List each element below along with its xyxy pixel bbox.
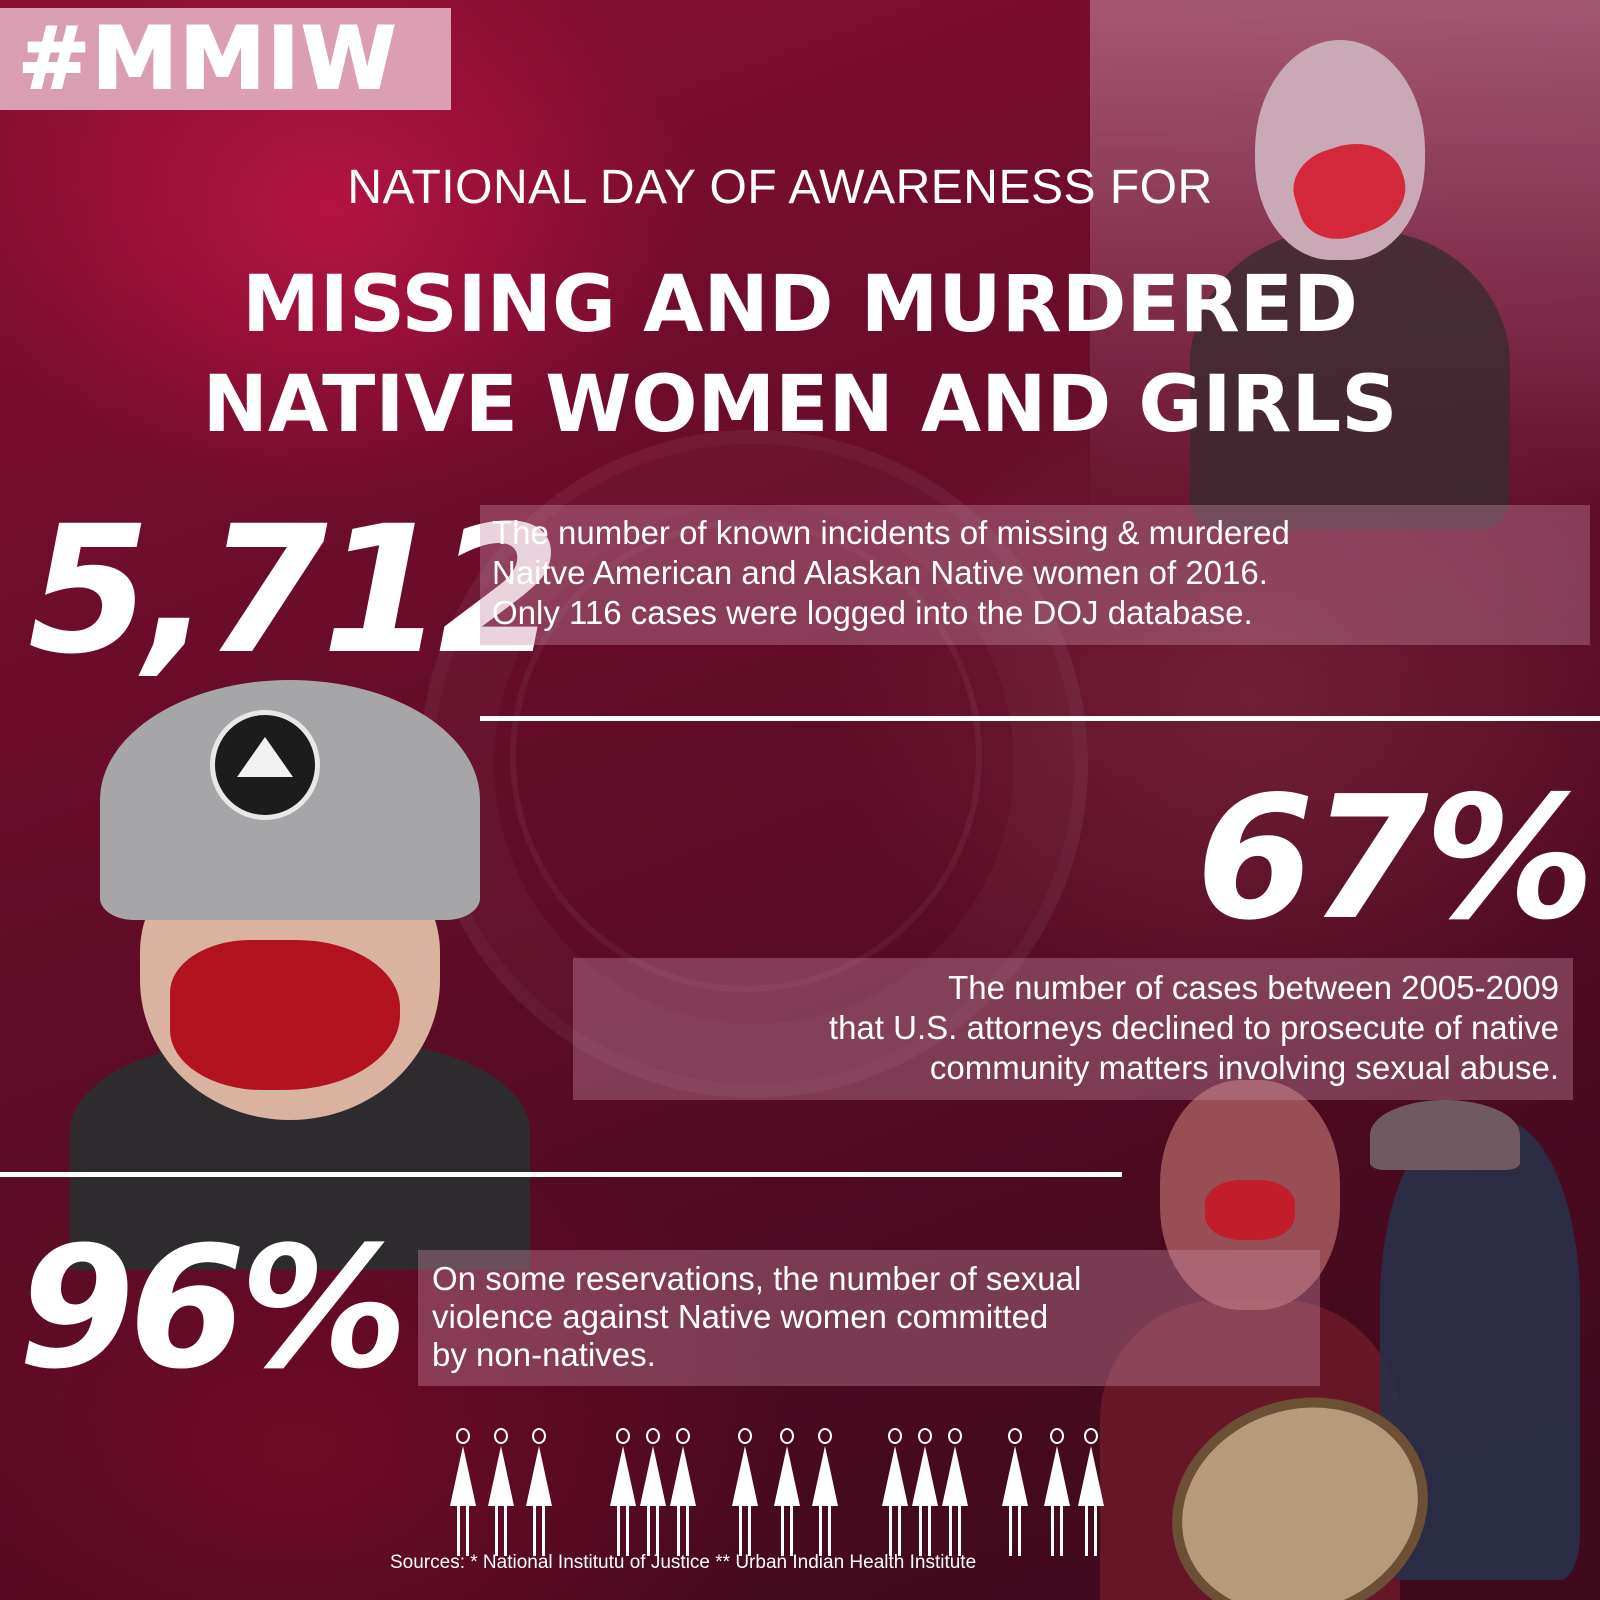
stat-3-line-2: violence against Native women committed [432,1298,1049,1335]
stat-3-line-3: by non-natives. [432,1336,656,1373]
stat-description-2: The number of cases between 2005-2009 th… [573,958,1573,1100]
stat-1-line-3: Only 116 cases were logged into the DOJ … [492,594,1253,631]
divider [480,716,1600,721]
woman-figure-icon [812,1428,838,1558]
women-holding-hands-icon [450,1428,1210,1558]
red-hand-paint [1205,1180,1295,1240]
subtitle: NATIONAL DAY OF AWARENESS FOR [347,161,1213,214]
hashtag-badge: #MMIW [0,8,451,110]
photo-drummers [1040,1040,1600,1600]
stat-value-1: 5,712 [28,488,561,693]
divider [0,1172,1122,1177]
hashtag-text: #MMIW [17,8,399,110]
mountain-patch-icon [210,710,320,820]
woman-figure-icon [882,1428,908,1558]
woman-figure-icon [1002,1428,1028,1558]
woman-figure-icon [640,1428,666,1558]
woman-figure-icon [912,1428,938,1558]
sources-text: Sources: * National Institutu of Justice… [390,1552,977,1573]
stat-2-line-2: that U.S. attorneys declined to prosecut… [828,1009,1559,1046]
stat-description-3: On some reservations, the number of sexu… [418,1250,1320,1386]
stat-description-1: The number of known incidents of missing… [480,505,1590,645]
title-line-2: NATIVE WOMEN AND GIRLS [202,360,1398,450]
woman-figure-icon [526,1428,552,1558]
stat-1-line-2: Naitve American and Alaskan Native women… [492,554,1268,591]
stat-value-3: 96% [18,1210,408,1406]
woman-figure-icon [1078,1428,1104,1558]
woman-figure-icon [610,1428,636,1558]
woman-figure-icon [942,1428,968,1558]
woman-figure-icon [488,1428,514,1558]
woman-figure-icon [450,1428,476,1558]
stat-value-2: 67% [1196,760,1595,958]
woman-figure-icon [1044,1428,1070,1558]
seal-watermark-inner [510,520,982,992]
red-hand-paint [170,940,400,1090]
woman-figure-icon [732,1428,758,1558]
cap [1370,1100,1520,1170]
stat-2-line-3: community matters involving sexual abuse… [929,1049,1559,1086]
stat-2-line-1: The number of cases between 2005-2009 [948,969,1559,1006]
photo-woman-beanie [0,640,560,1270]
runner-body [1190,230,1510,530]
title-line-1: MISSING AND MURDERED [242,260,1358,350]
stat-3-line-1: On some reservations, the number of sexu… [432,1260,1082,1297]
stat-1-line-1: The number of known incidents of missing… [492,514,1290,551]
woman-figure-icon [670,1428,696,1558]
woman-figure-icon [774,1428,800,1558]
photo-runner [1090,0,1600,530]
